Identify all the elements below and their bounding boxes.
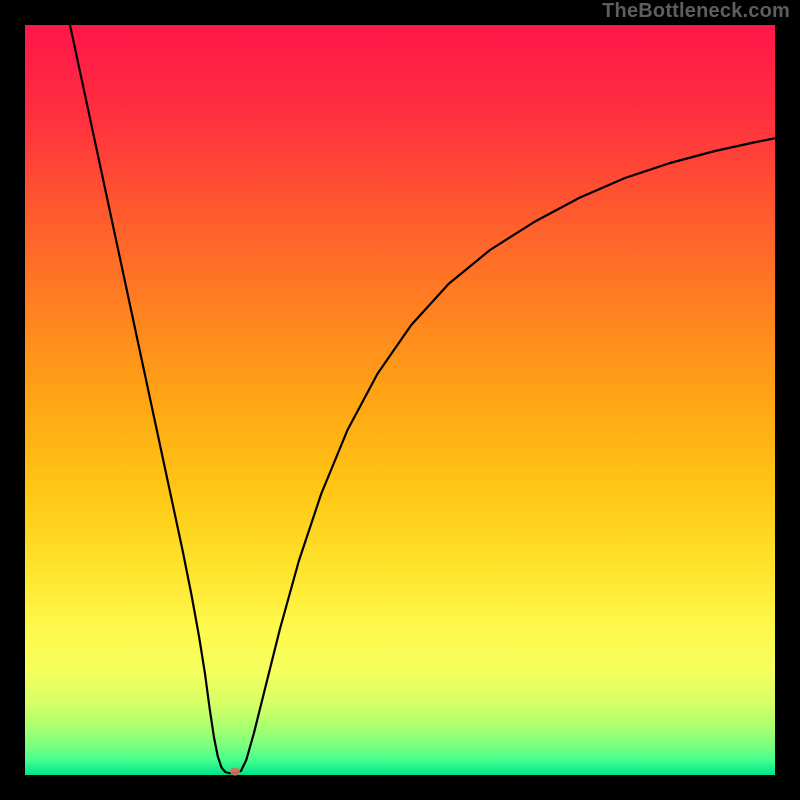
plot-background — [25, 25, 775, 775]
chart-stage: TheBottleneck.com — [0, 0, 800, 800]
bottleneck-chart — [0, 0, 800, 800]
min-point-marker — [230, 768, 240, 776]
